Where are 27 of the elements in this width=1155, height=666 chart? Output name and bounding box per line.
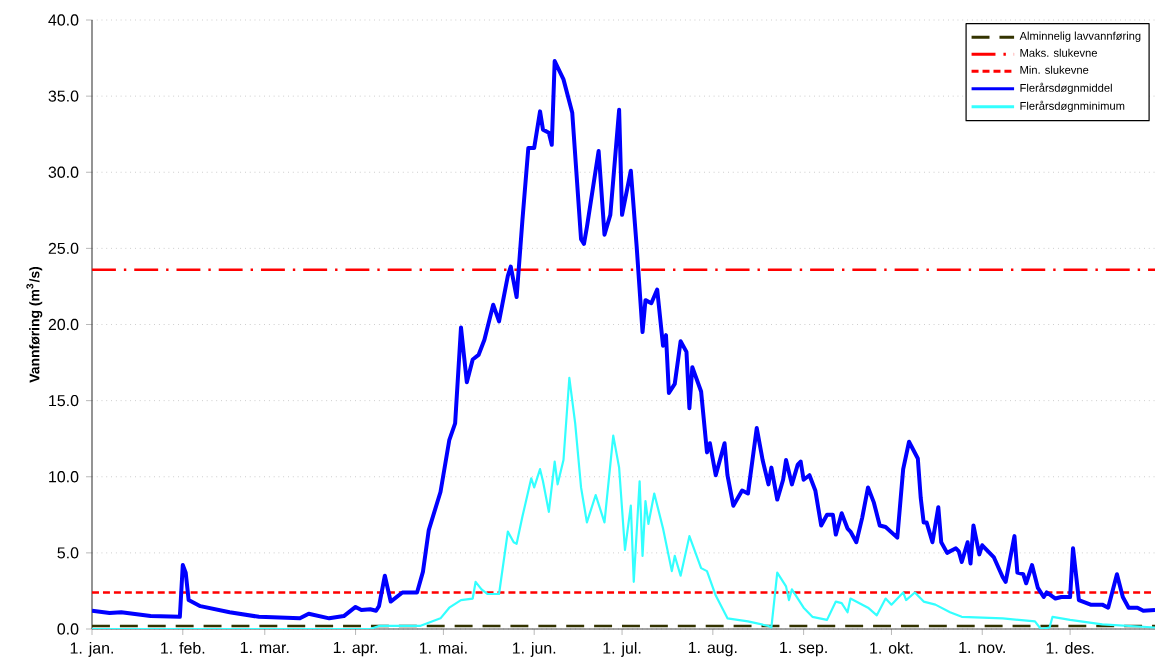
y-tick-label: 0.0 bbox=[57, 623, 79, 635]
x-tick-label: 1. feb. bbox=[161, 642, 205, 654]
y-tick-label: 10.0 bbox=[49, 471, 79, 483]
legend-label: Flerårsdøgnmiddel bbox=[1020, 82, 1112, 95]
y-axis-title: Vannføring (m$^{3}$/s) bbox=[26, 266, 43, 383]
x-tick-label: 1. okt. bbox=[870, 642, 913, 654]
x-tick-label: 1. jan. bbox=[70, 642, 113, 657]
x-tick-label: 1. mai. bbox=[419, 642, 467, 654]
legend-label: Min. slukevne bbox=[1020, 65, 1089, 74]
x-tick-label: 1. des. bbox=[1046, 642, 1094, 654]
y-tick-label: 15.0 bbox=[49, 394, 79, 407]
y-tick-label: 20.0 bbox=[48, 318, 79, 331]
x-tick-label: 1. aug. bbox=[688, 642, 737, 657]
y-tick-label: 30.0 bbox=[48, 166, 79, 178]
x-tick-label: 1. nov. bbox=[959, 642, 1005, 654]
x-tick-label: 1. jun. bbox=[512, 642, 556, 657]
legend-label: Flerårsdøgnminimum bbox=[1020, 100, 1125, 113]
legend-label: Maks. slukevne bbox=[1020, 48, 1097, 57]
y-tick-label: 5.0 bbox=[57, 547, 79, 559]
x-tick-label: 1. apr. bbox=[333, 642, 377, 657]
y-tick-label: 40.0 bbox=[48, 14, 79, 26]
y-tick-label: 35.0 bbox=[48, 90, 79, 102]
y-tick-label: 25.0 bbox=[48, 242, 79, 255]
legend-label: Alminnelig lavvannføring bbox=[1019, 31, 1141, 43]
x-tick-label: 1. mar. bbox=[240, 642, 289, 654]
x-tick-label: 1. sep. bbox=[780, 642, 827, 657]
x-tick-label: 1. jul. bbox=[603, 642, 641, 657]
